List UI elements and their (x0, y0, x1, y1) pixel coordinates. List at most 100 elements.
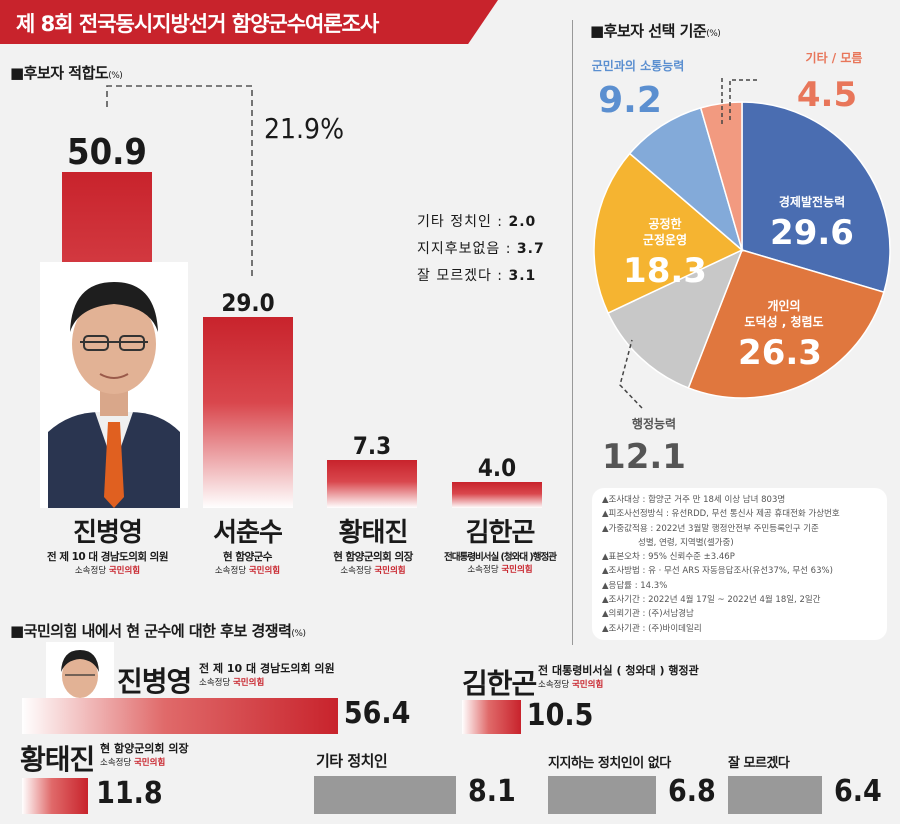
competitor-meta: 현 함양군의회 의장 소속정당 국민의힘 (100, 740, 189, 768)
competitiveness-bar (314, 776, 456, 814)
page-title: 제 8회 전국동시지방선거 함양군수여론조사 (16, 12, 379, 36)
candidate-party: 소속정당 국민의힘 (20, 564, 195, 576)
others-item: 잘 모르겠다 : 3.1 (417, 268, 537, 284)
leader-line (729, 79, 757, 120)
competitor-meta: 전 대통령비서실 ( 청와대 ) 행정관 소속정당 국민의힘 (538, 662, 699, 690)
pie-slice-label: 개인의 (767, 298, 800, 313)
competitor-name: 김한곤 (462, 667, 537, 700)
competitor-title: 전 제 10 대 경남도의회 의원 (199, 662, 335, 675)
competitiveness-bar-label: 6.4 (834, 774, 882, 809)
others-label: 지지후보없음 (417, 241, 501, 257)
candidate-title: 현 함양군의회 의장 (333, 551, 413, 563)
party-name: 국민의힘 (571, 680, 604, 690)
competitor-title: 전 대통령비서실 ( 청와대 ) 행정관 (538, 664, 699, 677)
competitiveness-bar (22, 698, 338, 734)
competitor-party: 소속정당 국민의힘 (199, 676, 335, 688)
candidate-title: 전대통령비서실 (청와대 )행정관 (444, 552, 557, 563)
fitness-bar (452, 481, 542, 508)
others-label: 잘 모르겠다 (417, 268, 492, 284)
candidate-title: 현 함양군수 (223, 551, 272, 563)
party-name: 국민의힘 (248, 566, 281, 576)
leader-line (619, 339, 643, 409)
others-item: 기타 정치인 : 2.0 (417, 214, 537, 230)
methodology-line: ▲조사대상 : 함양군 거주 만 18세 이상 남녀 803명 (602, 495, 786, 505)
competitiveness-bar-label: 56.4 (343, 696, 411, 731)
fitness-section-title: ■후보자 적합도(%) (10, 62, 123, 83)
methodology-line: ▲피조사선정방식 : 유선RDD, 무선 통신사 제공 휴대전화 가상번호 (602, 509, 840, 520)
pie-slice-label: 기타 / 모름 (806, 50, 863, 65)
methodology-line: ▲조사기관 : (주)바이데일리 (602, 623, 702, 634)
methodology-line: ▲응답률 : 14.3% (602, 580, 668, 591)
candidate-name: 서춘수 (213, 518, 283, 548)
competitiveness-bar (462, 700, 521, 734)
pie-slice-label: 군정운영 (643, 232, 687, 247)
party-label: 소속정당 (214, 566, 247, 576)
fitness-unit: (%) (108, 71, 123, 81)
others-label: 기타 정치인 (417, 214, 492, 230)
methodology-line: ▲가중값적용 : 2022년 3월말 행정안전부 주민등록인구 기준 (602, 523, 819, 534)
competitiveness-bar-label: 10.5 (526, 698, 594, 733)
competitiveness-category-label: 지지하는 정치인이 없다 (548, 756, 671, 771)
competitor-jin: 진병영 전 제 10 대 경남도의회 의원 소속정당 국민의힘 (117, 660, 335, 700)
pie-slice-label: 공정한 (648, 216, 681, 231)
competitor-title: 현 함양군의회 의장 (100, 742, 189, 755)
pie-slice-label: 도덕성 , 청렴도 (744, 314, 823, 329)
competitiveness-title-text: ■국민의힘 내에서 현 군수에 대한 후보 경쟁력 (10, 622, 292, 640)
methodology-box: ▲조사대상 : 함양군 거주 만 18세 이상 남녀 803명 ▲피조사선정방식 … (592, 488, 887, 640)
fitness-bar-label: 50.9 (67, 132, 147, 174)
competitor-hwang: 황태진 현 함양군의회 의장 소속정당 국민의힘 (20, 738, 189, 778)
candidate-name: 진병영 (73, 518, 143, 548)
pie-slice-label: 경제발전능력 (779, 194, 845, 209)
fitness-bar-label: 7.3 (352, 431, 392, 460)
competitor-name: 황태진 (20, 743, 95, 776)
competitiveness-unit: (%) (291, 629, 306, 639)
pie-slice (699, 101, 743, 251)
party-label: 소속정당 (199, 678, 231, 688)
candidate-card-kim: 김한곤 전대통령비서실 (청와대 )행정관 소속정당 국민의힘 (430, 512, 570, 575)
section-divider (572, 20, 573, 645)
party-label: 소속정당 (340, 566, 372, 576)
fitness-title-text: ■후보자 적합도 (10, 64, 109, 82)
competitiveness-bar (22, 778, 89, 814)
others-list: 기타 정치인 : 2.0 지지후보없음 : 3.7 잘 모르겠다 : 3.1 (417, 211, 545, 292)
fitness-bar-label: 29.0 (221, 288, 275, 317)
competitiveness-bar (728, 776, 822, 814)
candidate-card-hwang: 황태진 현 함양군의회 의장 소속정당 국민의힘 (308, 512, 438, 576)
pie-slice (741, 101, 891, 294)
pie-slice (687, 249, 885, 399)
candidate-party: 소속정당 국민의힘 (185, 564, 310, 576)
party-label: 소속정당 (538, 680, 570, 690)
candidate-card-jin: 진병영 전 제 10 대 경남도의회 의원 소속정당 국민의힘 (20, 512, 195, 576)
methodology-list: ▲조사대상 : 함양군 거주 만 18세 이상 남녀 803명 ▲피조사선정방식 … (602, 494, 840, 637)
pie-slice-value: 18.3 (623, 251, 707, 291)
competitor-meta: 전 제 10 대 경남도의회 의원 소속정당 국민의힘 (199, 660, 335, 688)
pie-slice (593, 152, 744, 315)
candidate-party: 소속정당 국민의힘 (430, 563, 570, 575)
methodology-line: 성별, 연령, 지역별(셀가중) (638, 537, 734, 548)
competitiveness-bar-label: 6.8 (668, 774, 716, 809)
pie-slice (607, 248, 744, 389)
fitness-bar-label: 4.0 (477, 453, 517, 482)
gap-connector (106, 85, 253, 276)
candidate-name: 김한곤 (465, 518, 536, 548)
methodology-line: ▲조사방법 : 유 · 무선 ARS 자동응답조사(유선37%, 무선 63%) (602, 566, 833, 577)
others-value: 3.7 (516, 241, 545, 257)
party-name: 국민의힘 (501, 565, 533, 575)
competitor-party: 소속정당 국민의힘 (538, 678, 699, 690)
methodology-line: ▲조사기간 : 2022년 4월 17일 ~ 2022년 4월 18일, 2일간 (602, 595, 821, 606)
competitiveness-section-title: ■국민의힘 내에서 현 군수에 대한 후보 경쟁력(%) (10, 620, 306, 641)
fitness-bar (203, 316, 293, 508)
pie-slice-label: 행정능력 (632, 416, 676, 431)
party-name: 국민의힘 (108, 566, 141, 576)
title-banner: 제 8회 전국동시지방선거 함양군수여론조사 (0, 0, 498, 44)
party-name: 국민의힘 (232, 678, 265, 688)
competitor-name: 진병영 (117, 665, 192, 698)
pie-slice-value: 9.2 (598, 80, 662, 121)
candidate-name: 황태진 (338, 518, 409, 548)
gap-annotation: 21.9% (264, 112, 345, 145)
candidate-title: 전 제 10 대 경남도의회 의원 (47, 551, 169, 563)
candidate-photo-jin (40, 262, 188, 508)
competitiveness-bar-label: 11.8 (96, 776, 163, 811)
party-name: 국민의힘 (374, 566, 406, 576)
